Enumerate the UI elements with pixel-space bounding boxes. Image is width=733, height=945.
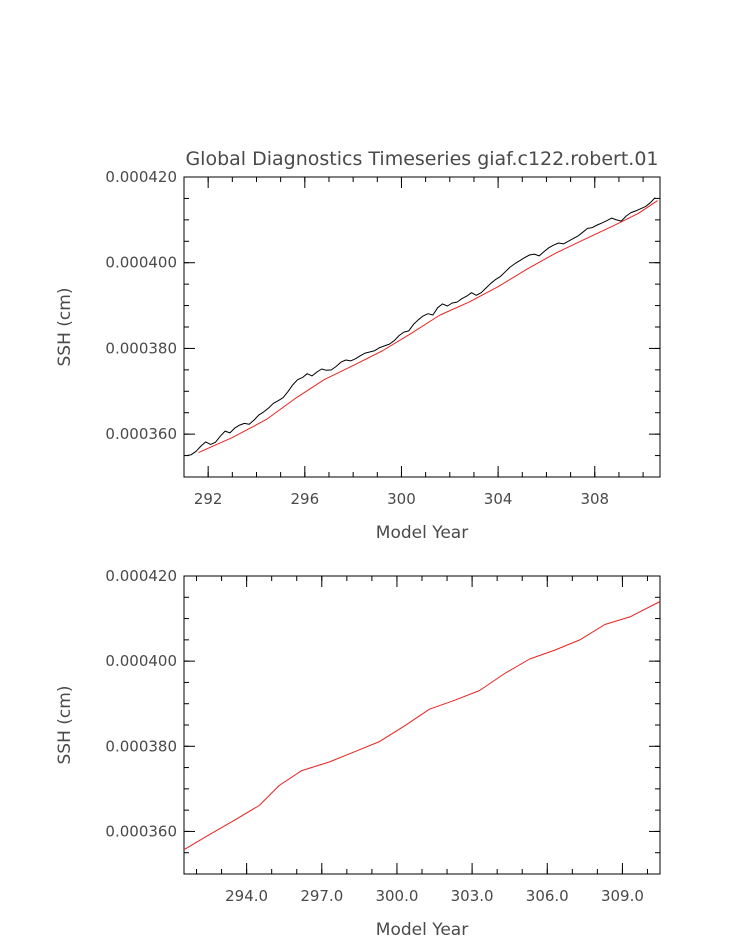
- x-tick-label: 304: [484, 490, 513, 508]
- x-axis-label: Model Year: [376, 523, 468, 543]
- y-tick-label: 0.000360: [105, 425, 177, 443]
- x-tick-label: 294.0: [225, 887, 268, 905]
- x-tick-label: 303.0: [451, 887, 494, 905]
- x-tick-label: 309.0: [601, 887, 644, 905]
- y-tick-label: 0.000400: [105, 254, 177, 272]
- y-tick-label: 0.000380: [105, 737, 177, 755]
- y-tick-label: 0.000380: [105, 339, 177, 357]
- x-tick-label: 300.0: [375, 887, 418, 905]
- x-axis-label: Model Year: [376, 920, 468, 940]
- x-tick-label: 292: [194, 490, 223, 508]
- x-tick-label: 308: [580, 490, 609, 508]
- y-tick-label: 0.000420: [105, 168, 177, 186]
- y-tick-label: 0.000420: [105, 567, 177, 585]
- y-axis-label: SSH (cm): [55, 686, 75, 765]
- y-tick-label: 0.000360: [105, 822, 177, 840]
- series-line-2: [198, 200, 658, 454]
- plot-frame: [183, 575, 661, 875]
- x-tick-label: 300: [387, 490, 416, 508]
- y-tick-label: 0.000400: [105, 652, 177, 670]
- chart-1: 292 296 300 304 308 0.000360 0.000380 0.000400 0…: [55, 148, 661, 543]
- series-line-1: [183, 601, 661, 851]
- chart-2: 294.0 297.0 300.0 303.0 306.0 309.0 0.000360 0.…: [55, 567, 661, 940]
- x-tick-label: 296: [290, 490, 319, 508]
- x-tick-label: 306.0: [526, 887, 569, 905]
- y-axis-label: SSH (cm): [55, 288, 75, 367]
- chart-title: Global Diagnostics Timeseries giaf.c122.…: [185, 148, 658, 170]
- series-line-1: [186, 197, 656, 457]
- x-tick-label: 297.0: [300, 887, 343, 905]
